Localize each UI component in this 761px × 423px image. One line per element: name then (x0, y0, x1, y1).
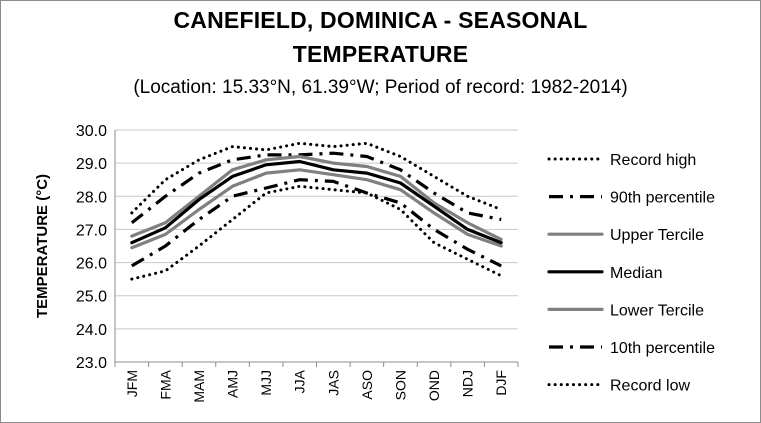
y-tick-label: 26.0 (76, 256, 107, 273)
y-tick-labels: 23.0 24.0 25.0 26.0 27.0 28.0 29.0 30.0 (76, 123, 107, 372)
x-tick-label: JJA (292, 369, 308, 393)
chart-title-line1: CANEFIELD, DOMINICA - SEASONAL (173, 7, 588, 33)
chart-title-line2: TEMPERATURE (292, 41, 469, 67)
x-tick-label: OND (426, 370, 442, 401)
x-tick-label: NDJ (460, 370, 476, 397)
series-line-median (130, 159, 503, 245)
legend-label: Record low (610, 378, 690, 395)
series-line-record-low (130, 184, 503, 281)
legend-label: 90th percentile (610, 190, 715, 207)
legend-label: Upper Tercile (610, 227, 704, 244)
y-tick-label: 27.0 (76, 222, 107, 239)
y-tick-label: 24.0 (76, 322, 107, 339)
x-tick-label: JFM (124, 370, 140, 397)
x-tick-label: DJF (493, 370, 509, 396)
y-tick-label: 30.0 (76, 123, 107, 140)
legend-label: 10th percentile (610, 340, 715, 357)
series-lines (130, 141, 503, 281)
chart-subtitle: (Location: 15.33°N, 61.39°W; Period of r… (133, 77, 628, 98)
series-line-lower-tercile (130, 168, 503, 250)
legend-label: Lower Tercile (610, 302, 704, 319)
x-tick-label: JAS (325, 370, 341, 396)
y-tick-label: 29.0 (76, 156, 107, 173)
x-tick-label: SON (392, 370, 408, 400)
axes (114, 130, 519, 367)
x-tick-labels: JFM FMA MAM AMJ MJJ JJA JAS ASO SON OND NDJ DJF (124, 369, 509, 402)
legend-label: Median (610, 265, 662, 282)
x-tick-label: AMJ (225, 370, 241, 398)
x-tick-label: FMA (157, 369, 173, 399)
series-line-record-high (130, 141, 503, 215)
x-tick-label: ASO (359, 370, 375, 400)
series-line-10th-percentile (130, 178, 502, 268)
series-line-upper-tercile (130, 154, 503, 241)
legend-label: Record high (610, 152, 696, 169)
y-tick-label: 25.0 (76, 289, 107, 306)
y-tick-label: 28.0 (76, 189, 107, 206)
y-tick-label: 23.0 (76, 355, 107, 372)
x-tick-label: MJJ (258, 370, 274, 396)
legend: Record high 90th percentile Upper Tercile M… (547, 152, 715, 395)
y-axis-label: TEMPERATURE (°C) (34, 174, 51, 318)
x-tick-label: MAM (191, 370, 207, 403)
